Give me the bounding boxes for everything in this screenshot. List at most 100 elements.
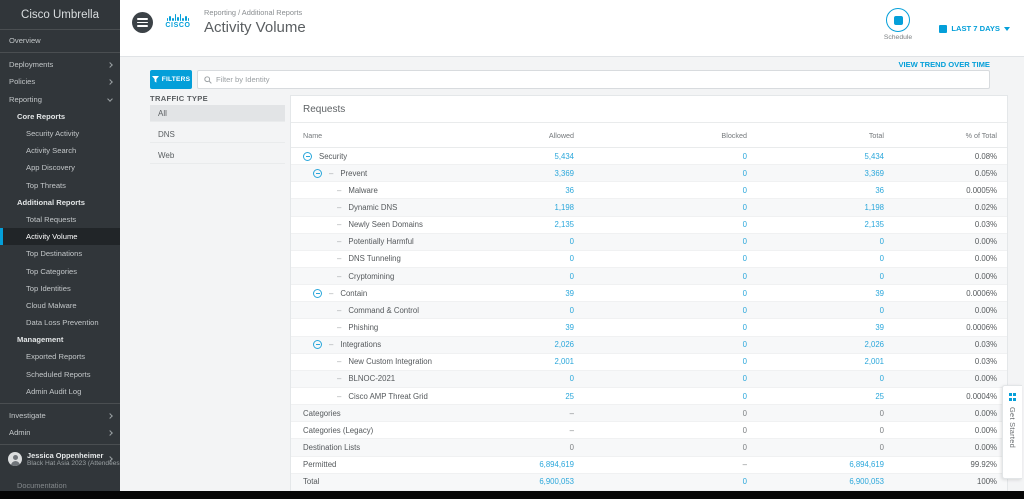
sidebar-item-security-activity[interactable]: Security Activity: [0, 125, 120, 142]
row-blocked-value[interactable]: 0: [742, 374, 747, 384]
sidebar-item-reporting[interactable]: Reporting: [0, 91, 120, 108]
row-allowed-value[interactable]: 36: [565, 185, 574, 195]
sidebar-item-admin-audit-log[interactable]: Admin Audit Log: [0, 383, 120, 400]
traffic-type-option-all[interactable]: All: [150, 105, 285, 122]
row-blocked-value[interactable]: 0: [742, 271, 747, 281]
row-allowed-value[interactable]: 25: [565, 391, 574, 401]
sidebar-item-deployments[interactable]: Deployments: [0, 56, 120, 73]
table-row-permitted[interactable]: Permitted 6,894,619 – 6,894,619 99.92%: [291, 457, 1007, 474]
row-blocked-value[interactable]: 0: [742, 202, 747, 212]
row-total-value[interactable]: 0: [879, 254, 884, 264]
sidebar-item-top-destinations[interactable]: Top Destinations: [0, 245, 120, 262]
row-allowed-value[interactable]: 3,369: [554, 168, 574, 178]
row-blocked-value[interactable]: 0: [742, 151, 747, 161]
row-total-value[interactable]: 6,894,619: [849, 460, 884, 470]
row-allowed-value[interactable]: 0: [569, 254, 574, 264]
sidebar-item-activity-volume[interactable]: Activity Volume: [0, 228, 120, 246]
table-row-categories[interactable]: Categories – 0 0 0.00%: [291, 405, 1007, 423]
row-total-value[interactable]: 6,900,053: [849, 477, 884, 487]
sidebar-item-top-categories[interactable]: Top Categories: [0, 262, 120, 279]
table-row-potentially-harmful[interactable]: – Potentially Harmful 0 0 0 0.00%: [291, 233, 1007, 251]
row-allowed-value[interactable]: 0: [569, 271, 574, 281]
row-total-value[interactable]: 2,135: [864, 220, 884, 230]
row-total-value[interactable]: 0: [879, 374, 884, 384]
row-allowed-value[interactable]: 0: [569, 237, 574, 247]
row-total-value[interactable]: 36: [875, 185, 884, 195]
schedule-button[interactable]: Schedule: [878, 8, 918, 41]
sidebar-item-core-reports[interactable]: Core Reports: [0, 108, 120, 125]
row-blocked-value[interactable]: 0: [742, 185, 747, 195]
table-row-security[interactable]: Security 5,434 0 5,434 0.08%: [291, 148, 1007, 166]
row-allowed-value[interactable]: 39: [565, 288, 574, 298]
sidebar-item-top-identities[interactable]: Top Identities: [0, 280, 120, 297]
collapse-icon[interactable]: [303, 151, 312, 161]
row-allowed-value[interactable]: 0: [569, 305, 574, 315]
row-blocked-value[interactable]: 0: [742, 288, 747, 298]
row-allowed-value[interactable]: 2,135: [554, 220, 574, 230]
row-total-value[interactable]: 3,369: [864, 168, 884, 178]
row-blocked-value[interactable]: 0: [742, 220, 747, 230]
hamburger-menu-icon[interactable]: [132, 12, 153, 33]
row-blocked-value[interactable]: 0: [742, 168, 747, 178]
row-blocked-value[interactable]: 0: [742, 340, 747, 350]
footer-link-documentation[interactable]: Documentation: [17, 481, 67, 491]
date-range-selector[interactable]: LAST 7 DAYS: [939, 24, 1010, 33]
row-allowed-value[interactable]: 2,026: [554, 340, 574, 350]
sidebar-item-additional-reports[interactable]: Additional Reports: [0, 194, 120, 211]
table-row-new-custom-integration[interactable]: – New Custom Integration 2,001 0 2,001 0.03%: [291, 354, 1007, 371]
sidebar-item-activity-search[interactable]: Activity Search: [0, 142, 120, 159]
table-row-destination-lists[interactable]: Destination Lists 0 0 0 0.00%: [291, 439, 1007, 457]
row-allowed-value[interactable]: 2,001: [554, 357, 574, 367]
row-allowed-value[interactable]: 39: [565, 322, 574, 332]
sidebar-item-management[interactable]: Management: [0, 331, 120, 348]
traffic-type-option-web[interactable]: Web: [150, 147, 285, 164]
traffic-type-option-dns[interactable]: DNS: [150, 126, 285, 143]
row-allowed-value[interactable]: 1,198: [554, 202, 574, 212]
sidebar-item-cloud-malware[interactable]: Cloud Malware: [0, 297, 120, 314]
row-total-value[interactable]: 0: [879, 305, 884, 315]
sidebar-user[interactable]: Jessica Oppenheimer Black Hat Asia 2023 …: [0, 444, 120, 471]
sidebar-item-investigate[interactable]: Investigate: [0, 407, 120, 424]
row-total-value[interactable]: 1,198: [864, 202, 884, 212]
row-allowed-value[interactable]: 0: [569, 374, 574, 384]
row-allowed-value[interactable]: 6,900,053: [539, 477, 574, 487]
row-total-value[interactable]: 0: [879, 237, 884, 247]
sidebar-item-policies[interactable]: Policies: [0, 73, 120, 90]
collapse-icon[interactable]: [313, 340, 322, 350]
row-allowed-value[interactable]: 6,894,619: [539, 460, 574, 470]
sidebar-item-total-requests[interactable]: Total Requests: [0, 211, 120, 228]
row-blocked-value[interactable]: 0: [742, 254, 747, 264]
table-row-dns-tunneling[interactable]: – DNS Tunneling 0 0 0 0.00%: [291, 251, 1007, 268]
search-input[interactable]: [216, 75, 983, 84]
row-total-value[interactable]: 39: [875, 288, 884, 298]
table-row-prevent[interactable]: – Prevent 3,369 0 3,369 0.05%: [291, 165, 1007, 183]
row-blocked-value[interactable]: 0: [742, 237, 747, 247]
table-row-contain[interactable]: – Contain 39 0 39 0.0006%: [291, 285, 1007, 303]
row-blocked-value[interactable]: 0: [742, 477, 747, 487]
collapse-icon[interactable]: [313, 288, 322, 298]
table-row-cryptomining[interactable]: – Cryptomining 0 0 0 0.00%: [291, 267, 1007, 286]
table-row-cisco-amp-threat-grid[interactable]: – Cisco AMP Threat Grid 25 0 25 0.0004%: [291, 388, 1007, 406]
row-total-value[interactable]: 39: [875, 322, 884, 332]
table-row-malware[interactable]: – Malware 36 0 36 0.0005%: [291, 182, 1007, 200]
sidebar-item-app-discovery[interactable]: App Discovery: [0, 159, 120, 176]
table-row-command-control[interactable]: – Command & Control 0 0 0 0.00%: [291, 302, 1007, 320]
sidebar-item-scheduled-reports[interactable]: Scheduled Reports: [0, 366, 120, 383]
collapse-icon[interactable]: [313, 168, 322, 178]
row-total-value[interactable]: 0: [879, 271, 884, 281]
sidebar-item-overview[interactable]: Overview: [0, 32, 120, 49]
sidebar-item-top-threats[interactable]: Top Threats: [0, 177, 120, 194]
sidebar-item-data-loss-prevention[interactable]: Data Loss Prevention: [0, 314, 120, 331]
table-row-phishing[interactable]: – Phishing 39 0 39 0.0006%: [291, 319, 1007, 337]
row-allowed-value[interactable]: 5,434: [554, 151, 574, 161]
table-row-blnoc-2021[interactable]: – BLNOC-2021 0 0 0 0.00%: [291, 370, 1007, 388]
row-blocked-value[interactable]: 0: [742, 322, 747, 332]
row-total-value[interactable]: 2,026: [864, 340, 884, 350]
row-blocked-value[interactable]: 0: [742, 391, 747, 401]
row-blocked-value[interactable]: 0: [742, 357, 747, 367]
get-started-tab[interactable]: Get Started: [1002, 385, 1022, 479]
table-row-categories-legacy[interactable]: Categories (Legacy) – 0 0 0.00%: [291, 422, 1007, 440]
filters-button[interactable]: FILTERS: [150, 70, 192, 89]
row-total-value[interactable]: 25: [875, 391, 884, 401]
table-row-total[interactable]: Total 6,900,053 0 6,900,053 100%: [291, 473, 1007, 491]
